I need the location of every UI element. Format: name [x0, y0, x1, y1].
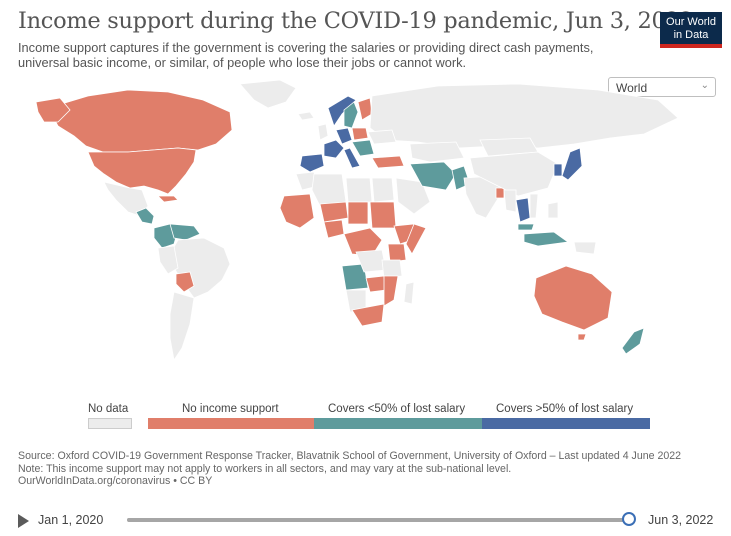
country-angola[interactable] [341, 263, 369, 291]
logo-line-2: in Data [673, 29, 709, 41]
country-tanzania[interactable] [381, 259, 403, 279]
country-south-korea[interactable] [553, 163, 563, 177]
country-turkey[interactable] [371, 155, 405, 169]
country-peru[interactable] [157, 245, 179, 275]
country-finland[interactable] [357, 97, 373, 121]
country-cuba[interactable] [157, 195, 179, 203]
country-saudi-arabia[interactable] [395, 177, 431, 215]
owid-link[interactable]: OurWorldInData.org/coronavirus • CC BY [18, 475, 213, 487]
timeline-end-date: Jun 3, 2022 [648, 513, 714, 527]
legend-no-data-swatch[interactable] [88, 418, 132, 429]
country-somalia[interactable] [405, 223, 427, 255]
legend-under-50-swatch[interactable] [314, 418, 482, 429]
country-iceland[interactable] [297, 111, 315, 121]
country-nigeria[interactable] [323, 219, 345, 239]
country-thailand[interactable] [515, 197, 531, 223]
country-bangladesh[interactable] [495, 187, 505, 199]
legend-no-support-swatch[interactable] [148, 418, 314, 429]
country-west-africa[interactable] [279, 193, 315, 229]
country-myanmar[interactable] [503, 189, 517, 213]
country-canada[interactable] [47, 89, 233, 153]
owid-logo[interactable]: Our World in Data [660, 12, 722, 48]
country-greenland[interactable] [239, 79, 297, 109]
country-malaysia[interactable] [517, 223, 535, 231]
country-kenya[interactable] [387, 243, 407, 263]
country-sudan[interactable] [369, 201, 397, 229]
country-poland[interactable] [351, 127, 369, 141]
country-china[interactable] [469, 151, 559, 197]
source-notes: Source: Oxford COVID-19 Government Respo… [18, 450, 708, 488]
country-venezuela[interactable] [169, 223, 201, 241]
country-spain[interactable] [299, 153, 325, 173]
country-new-zealand[interactable] [621, 327, 645, 355]
country-bolivia[interactable] [175, 271, 195, 293]
country-tasmania[interactable] [577, 333, 587, 341]
note-text: Note: This income support may not apply … [18, 462, 512, 475]
country-australia[interactable] [533, 265, 613, 331]
country-italy[interactable] [343, 147, 361, 169]
country-indonesia[interactable] [523, 231, 570, 247]
timeline-start-date: Jan 1, 2020 [38, 513, 104, 527]
world-map[interactable] [18, 78, 718, 378]
country-central-america[interactable] [135, 207, 155, 225]
logo-line-1: Our World [666, 16, 716, 28]
country-france[interactable] [323, 139, 345, 159]
country-iran[interactable] [409, 161, 457, 191]
country-egypt[interactable] [371, 177, 395, 203]
country-argentina[interactable] [169, 291, 195, 362]
legend-under-50-label: Covers <50% of lost salary [328, 403, 466, 415]
chevron-down-icon: ⌄ [700, 80, 709, 91]
country-zambia[interactable] [365, 275, 387, 293]
country-central-africa[interactable] [343, 227, 383, 257]
country-russia[interactable] [369, 83, 679, 149]
timeline: Jan 1, 2020 Jun 3, 2022 [0, 505, 731, 535]
timeline-track[interactable] [127, 518, 632, 522]
country-philippines[interactable] [547, 201, 559, 219]
play-icon[interactable] [18, 514, 29, 528]
timeline-track-fill [127, 518, 632, 522]
country-japan[interactable] [561, 147, 583, 181]
legend-over-50-label: Covers >50% of lost salary [496, 403, 634, 415]
country-vietnam[interactable] [529, 193, 539, 219]
country-algeria[interactable] [311, 173, 347, 207]
legend-no-support-label: No income support [182, 403, 279, 415]
country-germany[interactable] [335, 127, 353, 145]
country-chad[interactable] [347, 201, 369, 225]
timeline-handle[interactable] [622, 512, 636, 526]
country-kazakhstan[interactable] [409, 141, 465, 163]
country-south-africa[interactable] [351, 303, 385, 327]
country-ukraine[interactable] [367, 129, 397, 145]
country-niger[interactable] [319, 201, 349, 223]
legend-over-50-swatch[interactable] [482, 418, 650, 429]
country-libya[interactable] [345, 177, 373, 203]
country-sweden[interactable] [343, 101, 359, 129]
country-png[interactable] [573, 241, 597, 255]
country-balkans[interactable] [351, 139, 375, 157]
country-brazil[interactable] [169, 237, 231, 299]
region-dropdown-value: World [616, 81, 648, 95]
country-mozambique[interactable] [383, 275, 399, 307]
chart-subtitle: Income support captures if the governmen… [18, 40, 594, 70]
country-usa[interactable] [87, 147, 197, 195]
country-madagascar[interactable] [403, 281, 415, 305]
region-dropdown[interactable]: World ⌄ [608, 77, 716, 97]
country-alaska[interactable] [35, 97, 71, 123]
source-text: Source: Oxford COVID-19 Government Respo… [18, 450, 682, 462]
country-uk[interactable] [317, 123, 329, 141]
legend-no-data-label: No data [88, 403, 129, 415]
chart-title: Income support during the COVID-19 pande… [18, 8, 694, 34]
